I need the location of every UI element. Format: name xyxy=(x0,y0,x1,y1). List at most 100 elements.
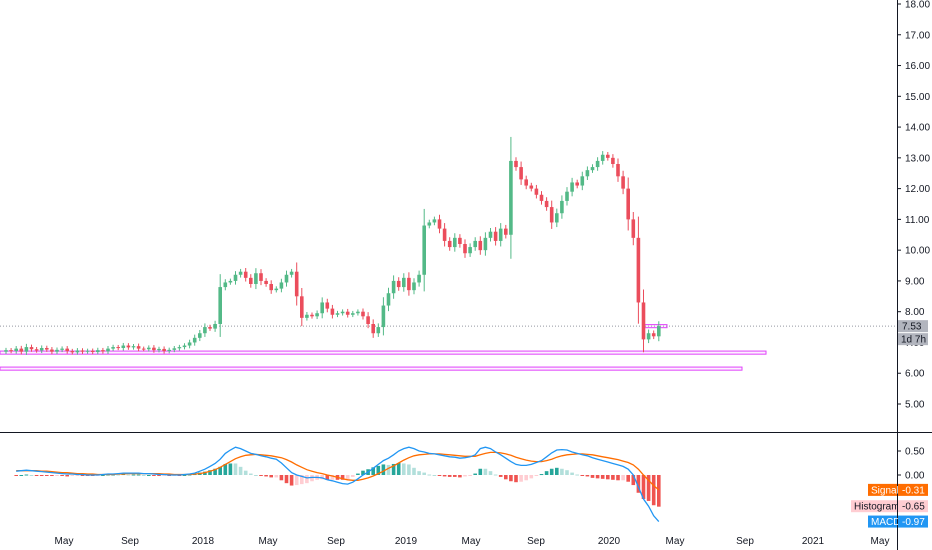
histogram-bar xyxy=(555,467,559,475)
countdown-tag: 1d 7h xyxy=(898,333,928,346)
histogram-bar xyxy=(29,475,34,476)
histogram-bar xyxy=(218,466,222,475)
histogram-bar xyxy=(50,475,54,476)
candle-body xyxy=(412,282,416,291)
candle-body xyxy=(203,327,207,334)
candle-body xyxy=(555,213,559,223)
candle-body xyxy=(422,225,426,275)
histogram-bar xyxy=(483,468,488,475)
histogram-bar xyxy=(136,474,141,476)
time-tick-label: Sep xyxy=(736,536,754,547)
histogram-bar xyxy=(300,475,304,485)
signal-tag: Signal -0.31 xyxy=(868,483,928,496)
candle-body xyxy=(611,157,615,164)
signal-value-label: -0.31 xyxy=(902,485,925,496)
histogram-bar xyxy=(565,470,569,475)
candle-body xyxy=(529,185,534,189)
candle-body xyxy=(646,333,651,340)
candle-body xyxy=(575,182,579,186)
macd-histogram xyxy=(14,463,661,507)
histogram-name-bg xyxy=(851,500,897,513)
histogram-bar xyxy=(131,474,136,476)
candle-body xyxy=(19,348,24,352)
histogram-bar xyxy=(80,475,85,476)
histogram-bar xyxy=(289,475,294,486)
time-tick-label: May xyxy=(666,536,685,547)
candle-body xyxy=(335,313,340,315)
candle-body xyxy=(192,337,197,343)
support-zone[interactable] xyxy=(0,366,743,371)
price-tick-label: 15.00 xyxy=(905,92,930,103)
candle-body xyxy=(570,182,574,192)
countdown-label: 1d 7h xyxy=(901,335,926,346)
candle-body xyxy=(351,313,355,315)
candle-body xyxy=(417,274,421,283)
histogram-bar xyxy=(529,475,534,479)
candle-body xyxy=(488,231,493,238)
candle-body xyxy=(233,274,238,281)
candle-body xyxy=(478,240,483,251)
price-tick-label: 8.00 xyxy=(905,307,925,318)
histogram-bar xyxy=(228,463,233,475)
histogram-bar xyxy=(427,474,432,476)
candle-body xyxy=(651,333,656,337)
histogram-bar xyxy=(284,475,289,484)
histogram-bar xyxy=(498,475,503,477)
histogram-bar xyxy=(570,472,574,475)
histogram-bar xyxy=(539,474,544,476)
indicator-axis[interactable]: 0.50 0.00 xyxy=(897,447,925,482)
histogram-bar xyxy=(560,468,564,475)
time-tick-label: Sep xyxy=(527,536,545,547)
histogram-bar xyxy=(585,475,590,477)
macd-tag: MACD -0.97 xyxy=(868,515,928,528)
histogram-value-label: -0.65 xyxy=(902,502,925,513)
candle-body xyxy=(514,160,518,168)
histogram-bar xyxy=(233,463,238,475)
candle-body xyxy=(55,349,59,352)
candle-body xyxy=(29,347,34,350)
histogram-bar xyxy=(493,474,498,476)
time-tick-label: May xyxy=(55,536,74,547)
histogram-bar xyxy=(213,468,217,475)
macd-name-label: MACD xyxy=(871,517,900,528)
histogram-bar xyxy=(294,475,299,486)
histogram-bar xyxy=(447,475,452,477)
last-price-tag-bg xyxy=(898,320,928,333)
price-tick-label: 17.00 xyxy=(905,30,930,41)
support-zone[interactable] xyxy=(0,350,767,355)
histogram-bar xyxy=(534,475,539,476)
histogram-bar xyxy=(162,475,166,476)
candle-body xyxy=(116,347,120,349)
histogram-bar xyxy=(580,475,585,476)
histogram-bar xyxy=(249,473,253,475)
candle-body xyxy=(371,324,375,334)
histogram-bar xyxy=(351,475,355,477)
histogram-bar xyxy=(157,475,161,476)
histogram-bar xyxy=(182,475,187,476)
price-axis[interactable]: 18.00 17.00 16.00 15.00 14.00 13.00 12.00 11.00… xyxy=(897,0,930,411)
signal-name-label: Signal xyxy=(871,485,899,496)
histogram-bar xyxy=(417,471,421,475)
histogram-bar xyxy=(356,473,360,475)
candlestick-series xyxy=(4,136,661,355)
price-tick-label: 18.00 xyxy=(905,0,930,11)
histogram-bar xyxy=(412,467,416,475)
candle-body xyxy=(289,271,294,275)
time-axis[interactable]: May Sep 2018 May Sep 2019 May Sep 2020 May Sep 2021… xyxy=(55,536,890,547)
candle-body xyxy=(90,350,95,352)
candle-body xyxy=(366,316,370,324)
histogram-bar xyxy=(437,475,442,476)
candle-body xyxy=(549,207,554,223)
histogram-bar xyxy=(259,475,263,476)
time-tick-label: 2019 xyxy=(395,536,418,547)
candle-body xyxy=(45,348,49,350)
histogram-bar xyxy=(305,475,309,484)
candle-body xyxy=(24,347,29,352)
candle-body xyxy=(279,282,284,289)
candle-body xyxy=(396,280,401,288)
price-tick-label: 11.00 xyxy=(905,215,930,226)
histogram-bar xyxy=(402,463,406,475)
histogram-bar xyxy=(463,475,467,477)
candle-body xyxy=(305,314,309,318)
